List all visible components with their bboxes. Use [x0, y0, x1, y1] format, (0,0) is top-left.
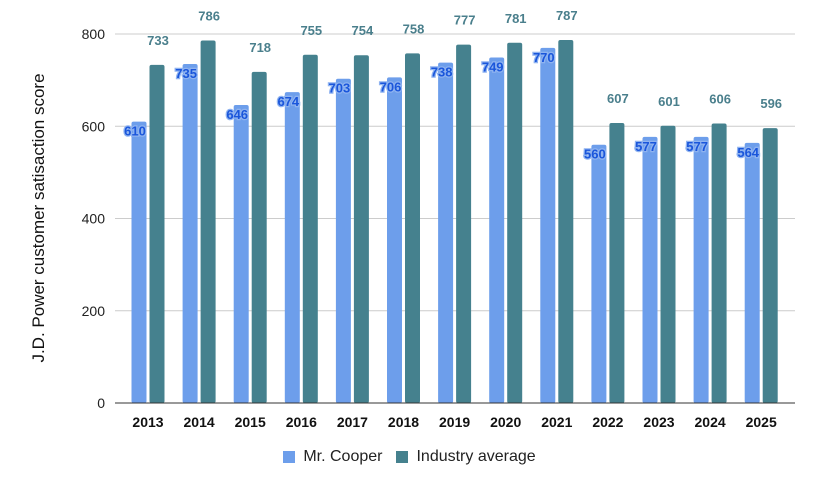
data-label-mr-cooper-2013: 610: [124, 124, 146, 139]
bar-mr-cooper-2022[interactable]: [591, 144, 607, 403]
bar-industry-average-2020[interactable]: [507, 42, 523, 404]
data-label-industry-average-2015: 718: [249, 40, 271, 55]
legend-label-mr-cooper: Mr. Cooper: [303, 448, 383, 465]
bar-mr-cooper-2024[interactable]: [693, 136, 709, 403]
data-label-mr-cooper-2024: 577: [686, 139, 708, 154]
bar-mr-cooper-2025[interactable]: [744, 142, 760, 404]
y-tick-label: 0: [97, 395, 105, 411]
bar-mr-cooper-2017[interactable]: [335, 78, 351, 404]
data-label-mr-cooper-2018: 706: [380, 79, 402, 94]
bar-industry-average-2017[interactable]: [353, 55, 369, 403]
x-tick-label: 2015: [235, 414, 266, 430]
x-tick-label: 2014: [184, 414, 215, 430]
data-label-industry-average-2016: 755: [300, 23, 322, 38]
legend-swatch-industry-average: [396, 451, 409, 463]
data-label-industry-average-2020: 781: [505, 11, 527, 26]
bar-industry-average-2019[interactable]: [456, 44, 472, 403]
x-tick-label: 2025: [746, 414, 777, 430]
data-label-mr-cooper-2017: 703: [329, 81, 351, 96]
bar-industry-average-2015[interactable]: [251, 71, 267, 403]
bar-industry-average-2013[interactable]: [149, 64, 165, 403]
bar-industry-average-2018[interactable]: [405, 53, 420, 404]
x-tick-label: 2013: [132, 414, 163, 430]
y-tick-label: 400: [82, 211, 106, 227]
data-label-mr-cooper-2020: 749: [482, 60, 504, 75]
data-label-industry-average-2019: 777: [454, 13, 476, 28]
legend-item-industry-average[interactable]: Industry average: [396, 448, 536, 466]
y-axis-title: J.D. Power customer satisaction score: [29, 73, 48, 362]
bars: [131, 39, 778, 404]
x-tick-label: 2018: [388, 414, 419, 430]
legend: Mr. Cooper Industry average: [0, 448, 819, 466]
data-label-mr-cooper-2019: 738: [431, 65, 453, 80]
bar-mr-cooper-2023[interactable]: [642, 136, 658, 403]
x-axis-ticks: 2013 2014 2015 2016 2017 2018 2019 2020 2021 2022…: [132, 414, 777, 430]
y-tick-label: 800: [82, 26, 106, 42]
data-label-industry-average-2013: 733: [147, 33, 169, 48]
data-labels: 610 733 735 786 646 718 674 755 703 754 706 758 738 7…: [123, 8, 782, 163]
bar-industry-average-2022[interactable]: [609, 123, 625, 404]
bar-mr-cooper-2014[interactable]: [182, 63, 198, 403]
bar-mr-cooper-2015[interactable]: [233, 105, 249, 403]
y-axis-ticks: 0 200 400 600 800: [82, 26, 106, 411]
data-label-industry-average-2025: 596: [760, 96, 782, 111]
data-label-mr-cooper-2023: 577: [635, 139, 657, 154]
x-tick-label: 2016: [286, 414, 317, 430]
data-label-mr-cooper-2022: 560: [584, 147, 606, 162]
bar-industry-average-2014[interactable]: [200, 40, 216, 404]
data-label-mr-cooper-2025: 564: [737, 145, 759, 160]
x-tick-label: 2021: [541, 414, 572, 430]
data-label-industry-average-2024: 606: [709, 91, 731, 106]
legend-label-industry-average: Industry average: [416, 448, 536, 465]
bar-industry-average-2016[interactable]: [302, 54, 318, 403]
x-tick-label: 2019: [439, 414, 470, 430]
data-label-industry-average-2022: 607: [607, 91, 629, 106]
data-label-mr-cooper-2016: 674: [277, 94, 299, 109]
x-tick-label: 2023: [643, 414, 674, 430]
data-label-mr-cooper-2021: 770: [533, 50, 555, 65]
bar-industry-average-2021[interactable]: [558, 39, 574, 404]
x-tick-label: 2020: [490, 414, 521, 430]
bar-industry-average-2025[interactable]: [762, 128, 778, 403]
data-label-industry-average-2023: 601: [658, 94, 680, 109]
bar-mr-cooper-2021[interactable]: [540, 47, 556, 404]
data-label-industry-average-2014: 786: [198, 8, 220, 23]
data-label-industry-average-2018: 758: [403, 21, 425, 36]
data-label-industry-average-2021: 787: [556, 8, 578, 23]
y-tick-label: 200: [82, 303, 106, 319]
bar-mr-cooper-2013[interactable]: [131, 121, 147, 403]
legend-item-mr-cooper[interactable]: Mr. Cooper: [283, 448, 382, 466]
data-label-mr-cooper-2014: 735: [175, 66, 197, 81]
bar-mr-cooper-2018[interactable]: [387, 77, 402, 404]
gridlines: [115, 33, 795, 312]
bar-mr-cooper-2020[interactable]: [489, 57, 505, 404]
bar-industry-average-2024[interactable]: [711, 123, 727, 404]
bar-mr-cooper-2019[interactable]: [438, 62, 454, 403]
x-tick-label: 2022: [592, 414, 623, 430]
legend-swatch-mr-cooper: [283, 451, 296, 463]
data-label-industry-average-2017: 754: [352, 23, 374, 38]
bar-mr-cooper-2016[interactable]: [284, 92, 300, 404]
x-tick-label: 2017: [337, 414, 368, 430]
bar-industry-average-2023[interactable]: [660, 125, 676, 403]
x-tick-label: 2024: [695, 414, 726, 430]
y-tick-label: 600: [82, 118, 106, 134]
data-label-mr-cooper-2015: 646: [226, 107, 248, 122]
